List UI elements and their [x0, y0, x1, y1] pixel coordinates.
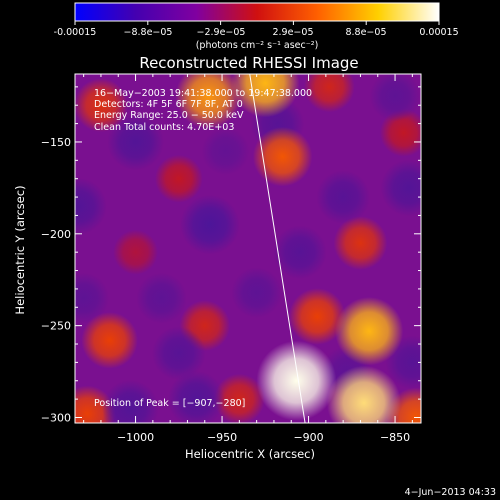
x-tick-label: −850: [380, 431, 410, 444]
y-tick-label: −300: [41, 411, 71, 424]
x-tick-labels: −1000 −950 −900 −850: [117, 431, 410, 444]
negative-residual: [107, 113, 164, 171]
annotation-time-range: 16−May−2003 19:41:38.000 to 19:47:38.000: [94, 88, 312, 99]
x-axis-label: Heliocentric X (arcsec): [185, 447, 315, 461]
heatmap-features: [75, 74, 421, 423]
negative-residual: [75, 272, 109, 324]
y-tick-label: −200: [41, 228, 71, 241]
colorbar-ticks: [74, 21, 440, 25]
negative-residual: [369, 74, 421, 122]
emission-source: [333, 216, 388, 270]
x-tick-label: −1000: [117, 431, 154, 444]
annotation-clean-counts: Clean Total counts: 4.70E+03: [94, 122, 234, 133]
emission-source: [175, 74, 241, 129]
x-tick-label: −900: [293, 431, 323, 444]
colorbar-tick-label: -0.00015: [54, 27, 97, 38]
emission-source: [252, 126, 313, 187]
negative-residual: [102, 380, 159, 423]
negative-residual: [231, 267, 282, 318]
x-tick-label: −950: [207, 431, 237, 444]
annotation-peak-position: Position of Peak = [−907,−280]: [94, 398, 245, 409]
emission-source: [326, 365, 401, 423]
colorbar-tick-label: 0.00015: [419, 27, 458, 38]
emission-source: [75, 78, 128, 133]
negative-residual: [75, 177, 107, 235]
y-tick-labels: −150 −200 −250 −300: [41, 136, 71, 425]
footer-timestamp: 4−Jun−2013 04:33: [405, 487, 496, 498]
chart-title: Reconstructed RHESSI Image: [139, 54, 358, 72]
plot-frame: [74, 73, 422, 424]
colorbar-tick-label: 8.8e−05: [345, 27, 386, 38]
y-tick-label: −250: [41, 320, 71, 333]
negative-residual: [273, 225, 327, 279]
heatmap-area: [75, 74, 421, 423]
negative-residual: [152, 326, 206, 381]
annotation-energy-range: Energy Range: 25.0 − 50.0 keV: [94, 110, 244, 121]
negative-residual: [167, 370, 225, 423]
y-axis-label: Heliocentric Y (arcsec): [13, 185, 27, 314]
solar-limb-line: [249, 74, 306, 423]
colorbar-unit-label: (photons cm⁻² s⁻¹ asec⁻²): [196, 40, 319, 51]
emission-source: [113, 229, 158, 275]
emission-source: [214, 373, 265, 423]
y-tick-label: −150: [41, 136, 71, 149]
negative-residual: [201, 127, 250, 176]
emission-source: [288, 288, 346, 345]
colorbar-tick-label: 2.9e−05: [272, 27, 313, 38]
negative-residual: [316, 170, 370, 224]
negative-residual: [136, 272, 187, 324]
negative-residual: [180, 194, 240, 255]
negative-residual: [380, 159, 421, 217]
emission-source: [303, 74, 355, 113]
colorbar-tick-label: −8.8e−05: [124, 27, 173, 38]
colorbar-tick-label: −2.9e−05: [197, 27, 246, 38]
emission-source: [334, 297, 404, 366]
emission-source: [154, 154, 203, 203]
emission-source: [81, 312, 138, 369]
emission-source: [231, 74, 300, 118]
annotation-detectors: Detectors: 4F 5F 6F 7F 8F, AT 0: [94, 99, 243, 110]
axis-ticks: [75, 74, 421, 423]
colorbar: [74, 2, 440, 22]
emission-source: [256, 340, 337, 421]
